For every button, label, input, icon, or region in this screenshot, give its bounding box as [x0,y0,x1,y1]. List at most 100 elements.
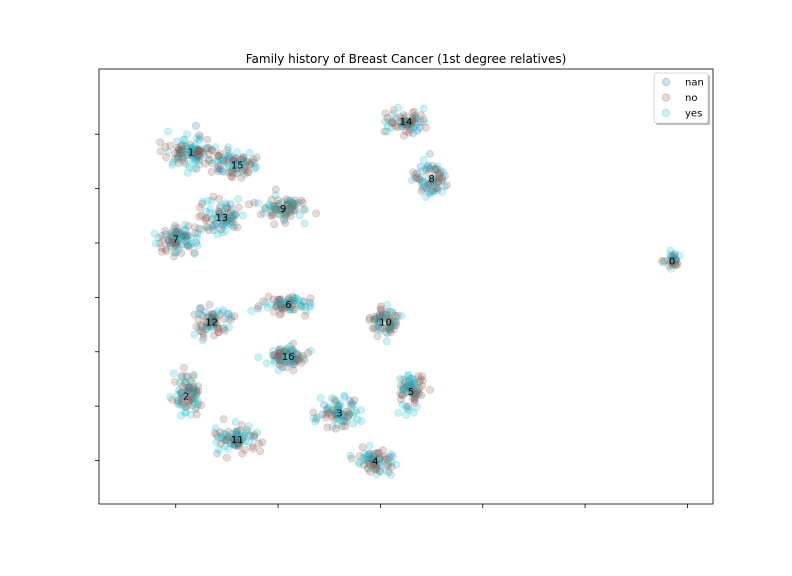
data-point-no [162,153,170,162]
data-point-no [385,307,394,316]
data-point-nan [237,166,246,175]
data-point-yes [376,326,384,335]
data-point-nan [217,432,225,441]
data-point-no [208,312,217,321]
data-point-yes [355,459,364,468]
data-point-no [198,322,206,331]
data-point-no [384,315,393,324]
data-point-yes [335,410,344,419]
data-point-no [202,322,211,330]
data-point-no [347,454,356,463]
data-point-no [338,422,346,431]
data-point-no [244,168,253,176]
data-point-yes [278,354,287,363]
data-point-nan [209,226,218,235]
data-point-no [355,452,364,460]
data-point-no [301,311,309,320]
data-point-yes [373,316,382,325]
data-point-no [214,163,223,171]
data-point-yes [408,381,417,390]
data-point-nan [223,309,232,318]
data-point-no [309,408,318,417]
data-point-no [208,314,216,323]
data-point-nan [433,186,442,194]
data-point-no [204,226,213,234]
data-point-yes [179,231,188,240]
data-point-yes [387,450,395,458]
data-point-no [282,363,291,372]
data-point-no [171,248,180,256]
data-point-yes [183,168,192,177]
data-point-no [428,161,437,170]
data-point-no [295,353,304,362]
data-point-yes [279,299,288,308]
data-point-yes [336,399,345,408]
data-point-yes [338,417,347,426]
data-point-no [221,326,229,335]
data-point-yes [198,197,207,206]
data-point-no [284,294,293,302]
data-point-yes [221,199,230,208]
data-point-no [324,409,333,418]
data-point-no [277,309,286,318]
data-point-no [209,192,218,201]
data-point-yes [232,428,241,437]
data-point-no [312,209,320,218]
data-point-no [434,177,443,185]
data-point-no [208,310,217,318]
data-point-yes [211,210,219,219]
data-point-no [273,353,282,362]
data-point-yes [240,170,249,179]
data-point-nan [192,238,201,247]
data-point-yes [187,144,196,152]
data-point-yes [181,147,190,156]
data-point-yes [418,184,427,193]
data-point-yes [196,310,205,319]
cluster-label: 11 [231,435,244,446]
data-point-yes [418,177,427,185]
data-point-no [376,306,385,315]
cluster-label: 5 [408,387,414,398]
data-point-nan [388,452,397,461]
data-point-yes [400,120,409,129]
data-point-no [198,311,207,320]
data-point-yes [219,157,228,166]
data-point-no [322,405,331,414]
data-point-no [667,256,676,265]
data-point-nan [385,323,394,331]
data-point-no [339,411,348,419]
data-point-no [275,356,284,365]
data-point-no [289,339,297,348]
data-point-yes [196,133,205,142]
data-point-no [194,145,203,154]
data-point-yes [222,217,230,226]
data-point-yes [436,177,445,186]
data-point-no [271,185,280,194]
data-point-yes [247,307,256,315]
data-point-nan [197,145,206,153]
data-point-no [279,304,288,312]
data-point-yes [352,407,361,415]
data-point-no [408,116,416,125]
data-point-nan [424,161,432,170]
data-point-yes [399,111,408,119]
data-point-no [422,123,430,132]
data-point-no [410,378,419,387]
data-point-yes [410,391,419,400]
data-point-yes [268,210,277,218]
data-point-no [330,415,338,423]
data-point-yes [392,460,401,469]
data-point-no [190,145,199,154]
data-point-no [384,314,393,323]
data-point-yes [174,227,183,236]
data-point-yes [275,206,284,214]
data-point-yes [419,155,428,164]
data-point-yes [332,412,341,421]
data-point-no [194,146,203,155]
data-point-no [191,387,199,396]
data-point-yes [176,148,185,156]
data-point-yes [413,380,421,389]
data-point-yes [412,403,421,411]
data-point-yes [289,294,298,303]
data-point-yes [177,401,186,410]
